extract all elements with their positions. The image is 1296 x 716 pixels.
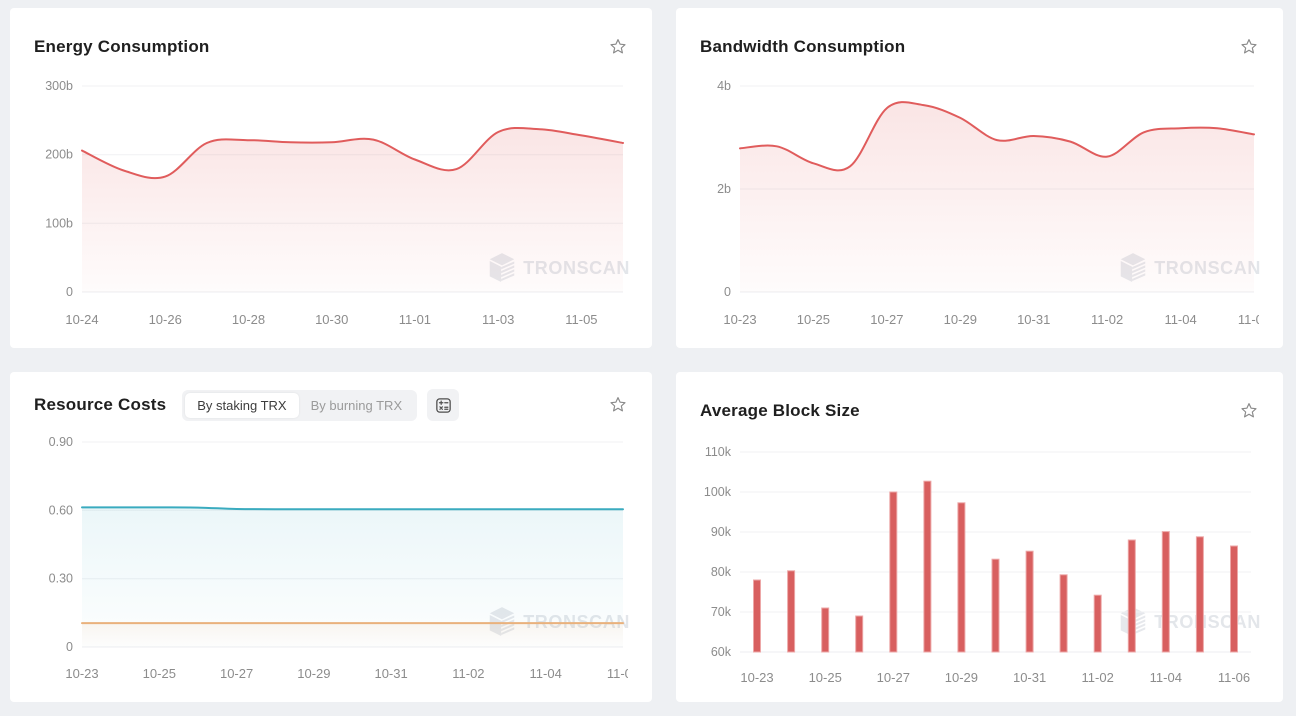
resource-costs-chart[interactable]: 0 0.30 0.60 0.90 10-23 10-25 10-27 10-29 10-31 11… <box>34 430 628 686</box>
svg-text:0: 0 <box>66 640 73 654</box>
svg-text:11-02: 11-02 <box>1082 670 1114 685</box>
panel-header: Bandwidth Consumption <box>700 8 1259 64</box>
y-axis-labels: 60k 70k 80k 90k 100k 110k <box>704 445 732 659</box>
svg-text:10-27: 10-27 <box>870 312 903 327</box>
favorite-star-button[interactable] <box>608 394 628 416</box>
y-axis-labels: 0 0.30 0.60 0.90 <box>49 435 73 654</box>
svg-text:10-27: 10-27 <box>220 666 253 681</box>
svg-text:11-06: 11-06 <box>1238 312 1259 327</box>
resource-cost-toggle: By staking TRX By burning TRX <box>182 389 418 421</box>
svg-text:10-29: 10-29 <box>945 670 978 685</box>
svg-text:60k: 60k <box>711 645 732 659</box>
favorite-star-button[interactable] <box>1239 36 1259 58</box>
svg-text:10-26: 10-26 <box>149 312 182 327</box>
svg-text:10-27: 10-27 <box>877 670 910 685</box>
bandwidth-chart-svg: 0 2b 4b 10-23 10-25 10-27 10-29 10-31 11-02 11-04… <box>717 79 1259 327</box>
page-title-bandwidth: Bandwidth Consumption <box>700 37 906 56</box>
svg-text:10-31: 10-31 <box>1017 312 1050 327</box>
panel-header: Energy Consumption <box>34 8 628 64</box>
svg-text:10-24: 10-24 <box>65 312 98 327</box>
favorite-star-button[interactable] <box>1239 400 1259 422</box>
svg-text:10-23: 10-23 <box>740 670 773 685</box>
svg-text:0.30: 0.30 <box>49 572 73 586</box>
page-title-block-size: Average Block Size <box>700 401 860 420</box>
svg-text:110k: 110k <box>705 445 732 459</box>
svg-text:11-02: 11-02 <box>452 666 484 681</box>
svg-text:10-29: 10-29 <box>297 666 330 681</box>
x-axis-labels: 10-24 10-26 10-28 10-30 11-01 11-03 11-05 <box>65 312 597 327</box>
energy-consumption-chart[interactable]: 0 100b 200b 300b 10-24 10-26 10-28 10-30 11-01 11… <box>34 72 628 334</box>
panel-average-block-size: Average Block Size 60k 70k 80k 90k 100k 110k 1… <box>676 372 1283 702</box>
x-axis-labels: 10-23 10-25 10-27 10-29 10-31 11-02 11-04 11-06 <box>65 666 628 681</box>
svg-text:10-31: 10-31 <box>374 666 407 681</box>
svg-text:11-04: 11-04 <box>530 666 562 681</box>
svg-text:11-04: 11-04 <box>1150 670 1182 685</box>
svg-text:80k: 80k <box>711 565 732 579</box>
series-area <box>82 127 623 292</box>
bandwidth-consumption-chart[interactable]: 0 2b 4b 10-23 10-25 10-27 10-29 10-31 11-02 11-04… <box>700 72 1259 334</box>
svg-text:11-06: 11-06 <box>607 666 628 681</box>
svg-text:0.60: 0.60 <box>49 503 73 517</box>
series-line <box>81 506 624 511</box>
average-block-size-chart[interactable]: 60k 70k 80k 90k 100k 110k 10-23 10-25 10-27 10-29… <box>700 436 1259 694</box>
svg-text:70k: 70k <box>711 605 732 619</box>
svg-text:10-25: 10-25 <box>797 312 830 327</box>
svg-text:11-06: 11-06 <box>1218 670 1250 685</box>
svg-text:0: 0 <box>724 285 731 299</box>
svg-text:100b: 100b <box>45 216 73 230</box>
toggle-by-staking-trx[interactable]: By staking TRX <box>185 392 299 418</box>
series-area <box>82 507 623 647</box>
svg-text:11-01: 11-01 <box>399 312 431 327</box>
svg-text:10-23: 10-23 <box>723 312 756 327</box>
svg-text:10-25: 10-25 <box>809 670 842 685</box>
y-axis-labels: 0 100b 200b 300b <box>45 79 73 299</box>
series-area <box>82 623 623 647</box>
page-title-resource: Resource Costs <box>34 395 167 414</box>
resource-chart-svg: 0 0.30 0.60 0.90 10-23 10-25 10-27 10-29 10-31 11… <box>49 435 628 681</box>
svg-text:300b: 300b <box>45 79 73 93</box>
svg-text:10-29: 10-29 <box>944 312 977 327</box>
svg-text:2b: 2b <box>717 182 731 196</box>
block-chart-svg: 60k 70k 80k 90k 100k 110k 10-23 10-25 10-27 10-29… <box>704 445 1251 685</box>
star-icon <box>610 39 626 54</box>
series-line <box>81 126 624 180</box>
series-line <box>739 101 1255 172</box>
svg-text:10-30: 10-30 <box>315 312 348 327</box>
calculator-button[interactable] <box>427 389 460 421</box>
svg-text:90k: 90k <box>711 525 732 539</box>
svg-text:200b: 200b <box>45 148 73 162</box>
calculator-icon <box>435 397 451 413</box>
page-title-energy: Energy Consumption <box>34 37 210 56</box>
series-area <box>740 102 1254 292</box>
svg-text:4b: 4b <box>717 79 731 93</box>
svg-text:11-02: 11-02 <box>1091 312 1123 327</box>
toggle-by-burning-trx[interactable]: By burning TRX <box>299 393 415 418</box>
favorite-star-button[interactable] <box>608 36 628 58</box>
x-axis-labels: 10-23 10-25 10-27 10-29 10-31 11-02 11-04 11-06 <box>723 312 1259 327</box>
star-icon <box>1241 39 1257 54</box>
svg-text:11-05: 11-05 <box>565 312 597 327</box>
svg-text:11-03: 11-03 <box>482 312 514 327</box>
svg-text:10-28: 10-28 <box>232 312 265 327</box>
star-icon <box>1241 403 1257 418</box>
svg-text:10-23: 10-23 <box>65 666 98 681</box>
svg-text:10-25: 10-25 <box>143 666 176 681</box>
panel-energy-consumption: Energy Consumption 0 100b 200b 300b 10-24 10-… <box>10 8 652 348</box>
star-icon <box>610 397 626 412</box>
panel-header: Resource Costs By staking TRX By burning… <box>34 372 628 422</box>
y-axis-labels: 0 2b 4b <box>717 79 731 299</box>
svg-text:10-31: 10-31 <box>1013 670 1046 685</box>
energy-chart-svg: 0 100b 200b 300b 10-24 10-26 10-28 10-30 11-01 11… <box>45 79 624 327</box>
panel-header: Average Block Size <box>700 372 1259 428</box>
panel-resource-costs: Resource Costs By staking TRX By burning… <box>10 372 652 702</box>
svg-text:0.90: 0.90 <box>49 435 73 449</box>
svg-text:11-04: 11-04 <box>1164 312 1196 327</box>
svg-text:100k: 100k <box>704 485 732 499</box>
svg-text:0: 0 <box>66 285 73 299</box>
bars <box>753 480 1238 653</box>
panel-bandwidth-consumption: Bandwidth Consumption 0 2b 4b 10-23 10-25 10-… <box>676 8 1283 348</box>
x-axis-labels: 10-23 10-25 10-27 10-29 10-31 11-02 11-04 11-06 <box>740 670 1250 685</box>
